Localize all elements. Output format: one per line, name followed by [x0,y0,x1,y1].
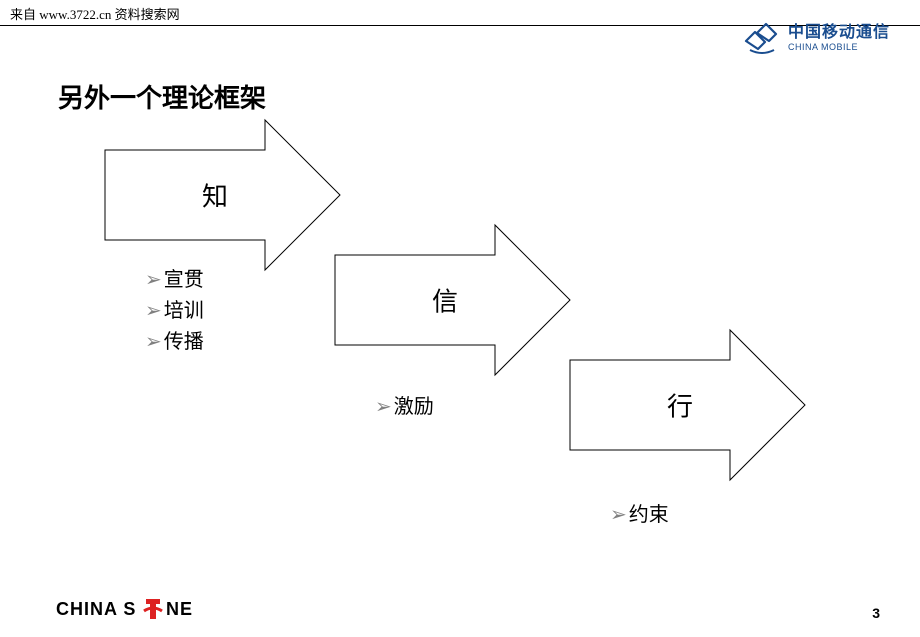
china-stone-logo: CHINA S NE [56,595,216,623]
china-mobile-text: 中国移动通信 CHINA MOBILE [788,25,890,52]
bullet-text: 宣贯 [164,269,204,291]
bullet-marker-icon: ➢ [145,331,162,353]
bullet-group-0: ➢宣贯➢培训➢传播 [145,265,204,358]
bullet-item: ➢培训 [145,296,204,327]
bullet-item: ➢宣贯 [145,265,204,296]
page-number: 3 [872,605,880,621]
source-text: 来自 www.3722.cn 资料搜索网 [10,7,180,22]
bullet-marker-icon: ➢ [145,269,162,291]
china-mobile-logo: 中国移动通信 CHINA MOBILE [742,20,890,56]
bullet-marker-icon: ➢ [145,300,162,322]
bullet-marker-icon: ➢ [375,396,392,418]
svg-text:CHINA S: CHINA S [56,599,136,619]
bullet-text: 传播 [164,331,204,353]
china-mobile-icon [742,20,782,56]
bullet-item: ➢激励 [375,392,434,423]
logo-en-text: CHINA MOBILE [788,43,890,52]
bullet-text: 激励 [394,396,434,418]
bullet-group-1: ➢激励 [375,392,434,423]
bullet-item: ➢约束 [610,500,669,531]
bullet-text: 培训 [164,300,204,322]
svg-text:NE: NE [166,599,193,619]
bullet-marker-icon: ➢ [610,504,627,526]
bullet-text: 约束 [629,504,669,526]
bullet-group-2: ➢约束 [610,500,669,531]
bullet-item: ➢传播 [145,327,204,358]
slide-title: 另外一个理论框架 [58,78,266,115]
arrow-label-2: 行 [667,387,693,424]
arrow-label-0: 知 [202,177,228,214]
arrow-label-1: 信 [432,282,458,319]
logo-cn-text: 中国移动通信 [788,25,890,41]
